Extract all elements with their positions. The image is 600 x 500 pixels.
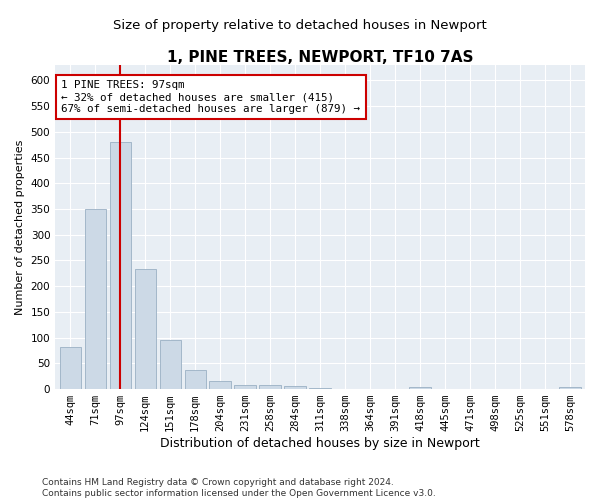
Bar xyxy=(284,386,306,389)
Bar xyxy=(85,209,106,389)
Bar xyxy=(185,370,206,389)
Text: Contains HM Land Registry data © Crown copyright and database right 2024.
Contai: Contains HM Land Registry data © Crown c… xyxy=(42,478,436,498)
Bar xyxy=(160,340,181,389)
Bar xyxy=(559,386,581,389)
Bar xyxy=(134,268,156,389)
Bar xyxy=(209,381,231,389)
Bar xyxy=(259,385,281,389)
Bar xyxy=(409,386,431,389)
Title: 1, PINE TREES, NEWPORT, TF10 7AS: 1, PINE TREES, NEWPORT, TF10 7AS xyxy=(167,50,473,65)
Bar xyxy=(59,347,81,389)
X-axis label: Distribution of detached houses by size in Newport: Distribution of detached houses by size … xyxy=(160,437,480,450)
Text: Size of property relative to detached houses in Newport: Size of property relative to detached ho… xyxy=(113,20,487,32)
Bar xyxy=(235,385,256,389)
Text: 1 PINE TREES: 97sqm
← 32% of detached houses are smaller (415)
67% of semi-detac: 1 PINE TREES: 97sqm ← 32% of detached ho… xyxy=(61,80,361,114)
Bar xyxy=(310,388,331,389)
Bar xyxy=(110,142,131,389)
Y-axis label: Number of detached properties: Number of detached properties xyxy=(15,140,25,314)
